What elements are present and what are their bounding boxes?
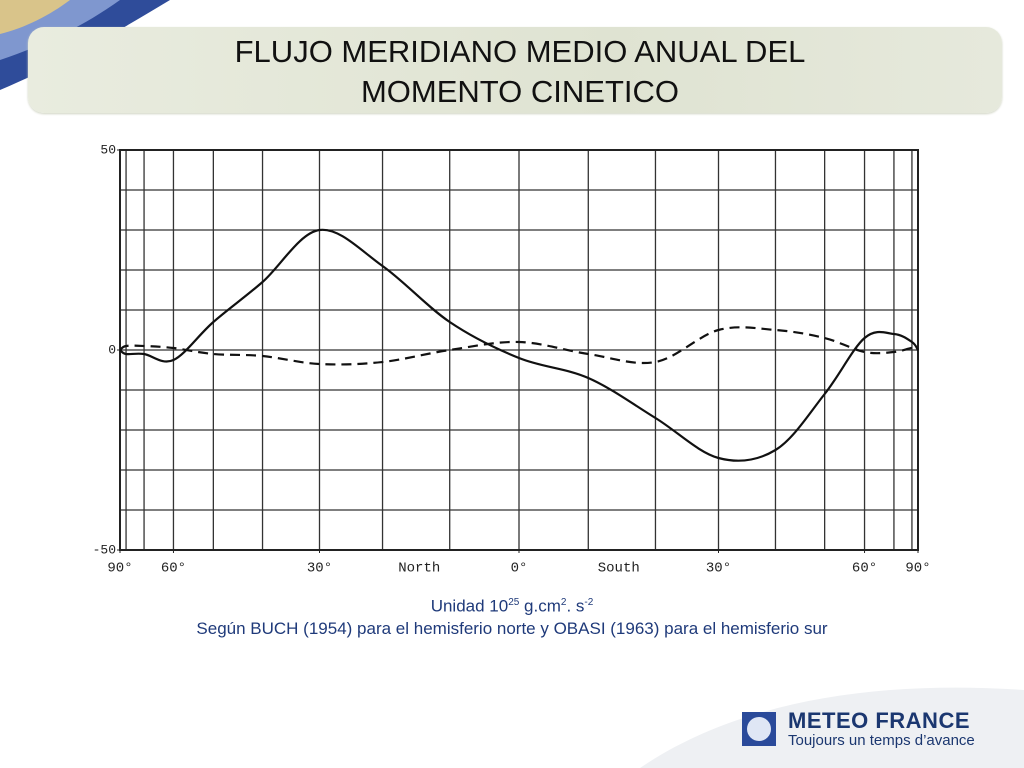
data-line xyxy=(119,228,919,462)
x-tick-label: 0° xyxy=(511,561,528,577)
x-tick-label: 60° xyxy=(161,561,186,577)
caption: Unidad 1025 g.cm2. s-2 Según BUCH (1954)… xyxy=(0,592,1024,640)
x-tick-label: 90° xyxy=(905,561,930,577)
x-tick-label: 60° xyxy=(852,561,877,577)
unit-sup: 25 xyxy=(508,597,520,608)
corner-swoosh xyxy=(640,687,1024,768)
unit-line: Unidad 1025 g.cm2. s-2 xyxy=(0,592,1024,618)
unit-sup: -2 xyxy=(584,597,594,608)
x-tick-label: 90° xyxy=(107,561,132,577)
y-tick-label: 50 xyxy=(100,142,116,157)
x-tick-label: 30° xyxy=(706,561,731,577)
unit-text: g.cm xyxy=(519,596,561,616)
logo-icon xyxy=(747,717,771,741)
unit-text: Unidad 10 xyxy=(430,596,509,616)
x-tick-label: 30° xyxy=(307,561,332,577)
y-tick-label: -50 xyxy=(93,542,116,557)
unit-text: . s xyxy=(566,596,585,616)
slide-title: FLUJO MERIDIANO MEDIO ANUAL DEL MOMENTO … xyxy=(234,34,806,109)
logo-tagline: Toujours un temps d’avance xyxy=(788,732,975,749)
annotation: South xyxy=(598,561,640,577)
annotation: North xyxy=(398,561,440,577)
corner-swirl xyxy=(0,0,70,34)
logo-name: METEO FRANCE xyxy=(788,708,970,733)
unit-sup: 2 xyxy=(560,597,567,608)
title-banner xyxy=(28,27,1002,113)
y-tick-label: 0 xyxy=(108,342,116,357)
grid xyxy=(120,150,918,550)
data-line xyxy=(119,326,919,366)
source-line: Según BUCH (1954) para el hemisferio nor… xyxy=(196,618,828,638)
